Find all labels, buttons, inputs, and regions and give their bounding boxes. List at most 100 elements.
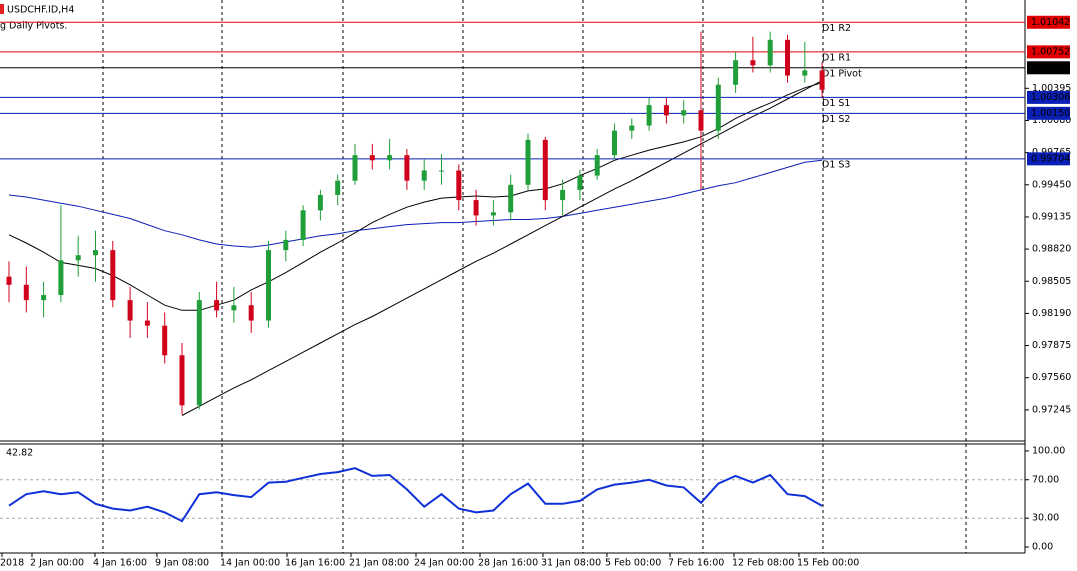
x-tick-label: 24 Jan 00:00 bbox=[414, 558, 474, 569]
y-tick-label: 1.00080 bbox=[1032, 115, 1071, 126]
price-tag bbox=[1027, 15, 1070, 29]
y-tick-label: 0.97560 bbox=[1032, 372, 1071, 383]
candle-body bbox=[144, 320, 150, 326]
line-series bbox=[8, 159, 823, 248]
candle-body bbox=[439, 170, 444, 172]
candle-body bbox=[421, 170, 427, 181]
x-tick-label: 15 Feb 00:00 bbox=[797, 558, 859, 569]
y-tick-label: 30.00 bbox=[1032, 513, 1059, 524]
price-tag bbox=[1027, 106, 1070, 120]
x-tick-label: 7 Feb 16:00 bbox=[668, 558, 724, 569]
pivot-label: D1 R2 bbox=[822, 23, 851, 34]
candle-body bbox=[733, 60, 739, 85]
x-tick-label: 4 Jan 16:00 bbox=[93, 558, 147, 569]
x-tick-label: 2018 bbox=[0, 558, 24, 569]
candle-body bbox=[214, 300, 220, 311]
y-tick-label: 0.98820 bbox=[1032, 244, 1071, 255]
candle-body bbox=[23, 284, 29, 301]
candle-body bbox=[646, 105, 652, 126]
y-tick-label: 0.00 bbox=[1032, 542, 1053, 553]
price-tag bbox=[1027, 90, 1070, 104]
price-tag-label: 1.00752 bbox=[1031, 46, 1070, 57]
candle-body bbox=[663, 105, 669, 116]
candle-body bbox=[369, 155, 375, 161]
pivot-label: D1 S3 bbox=[822, 159, 850, 170]
candle-body bbox=[577, 175, 583, 190]
candle-body bbox=[6, 276, 12, 285]
indicator-value: 42.82 bbox=[6, 448, 33, 459]
x-tick-label: 12 Feb 08:00 bbox=[732, 558, 794, 569]
candle-body bbox=[58, 260, 64, 296]
y-tick-label: 0.98505 bbox=[1032, 276, 1071, 287]
candle-body bbox=[162, 325, 168, 356]
candle-body bbox=[785, 39, 790, 76]
candle-body bbox=[179, 355, 185, 406]
candle-body bbox=[317, 194, 323, 211]
indicator-title: g Daily Pivots. bbox=[0, 21, 67, 32]
candle-body bbox=[508, 184, 514, 213]
candle-body bbox=[75, 255, 81, 261]
y-tick-label: 0.99450 bbox=[1032, 179, 1071, 190]
y-tick-label: 0.98190 bbox=[1032, 308, 1071, 319]
candle-body bbox=[41, 295, 47, 301]
y-tick-label: 0.99135 bbox=[1032, 211, 1071, 222]
candle-body bbox=[681, 110, 687, 116]
price-tag-label: 1.00306 bbox=[1031, 92, 1070, 103]
candle-body bbox=[802, 70, 808, 76]
candle-body bbox=[335, 180, 341, 195]
candle-body bbox=[473, 200, 479, 216]
chart-title: USDCHF.ID,H4 bbox=[7, 5, 74, 16]
candle-body bbox=[456, 170, 462, 201]
y-tick-label: 1.00395 bbox=[1032, 83, 1071, 94]
x-tick-label: 16 Jan 16:00 bbox=[285, 558, 345, 569]
price-tag-label: 0.99704 bbox=[1031, 153, 1070, 164]
candle-body bbox=[490, 212, 496, 216]
y-tick-label: 70.00 bbox=[1032, 474, 1059, 485]
candle-body bbox=[248, 305, 254, 321]
y-tick-label: 100.00 bbox=[1032, 445, 1065, 456]
x-tick-label: 5 Feb 00:00 bbox=[605, 558, 661, 569]
x-tick-label: 2 Jan 00:00 bbox=[30, 558, 84, 569]
x-tick-label: 31 Jan 08:00 bbox=[541, 558, 601, 569]
y-tick-label: 0.97875 bbox=[1032, 340, 1071, 351]
candle-body bbox=[715, 84, 721, 131]
candle-body bbox=[542, 139, 548, 201]
candle-body bbox=[266, 250, 271, 321]
candle-body bbox=[231, 305, 237, 311]
candle-body bbox=[612, 130, 617, 156]
candle-body bbox=[127, 300, 133, 321]
candle-body bbox=[110, 250, 116, 301]
price-tag bbox=[1027, 152, 1070, 166]
candle-body bbox=[750, 60, 756, 66]
candle-body bbox=[387, 155, 393, 161]
candle-body bbox=[352, 155, 358, 181]
pivot-label: D1 S2 bbox=[822, 114, 850, 125]
price-tag-label: 1.01042 bbox=[1031, 17, 1070, 28]
candle-body bbox=[767, 39, 773, 66]
pivot-label: D1 S1 bbox=[822, 98, 850, 109]
candle-body bbox=[196, 300, 202, 406]
candle-body bbox=[629, 125, 635, 131]
line-series bbox=[8, 82, 823, 311]
candle-body bbox=[594, 155, 600, 176]
candle-body bbox=[300, 210, 306, 240]
candle-body bbox=[560, 189, 566, 201]
y-tick-label: 0.97245 bbox=[1032, 404, 1071, 415]
pivot-label: D1 Pivot bbox=[822, 68, 862, 79]
price-tag bbox=[1027, 61, 1070, 75]
indicator-line bbox=[8, 467, 823, 523]
candle-body bbox=[698, 110, 704, 131]
x-tick-label: 21 Jan 08:00 bbox=[349, 558, 409, 569]
candle-body bbox=[404, 155, 410, 181]
candle-body bbox=[819, 70, 825, 90]
line-series bbox=[181, 80, 823, 416]
price-tag-label: 1.00596 bbox=[1031, 62, 1070, 73]
price-tag bbox=[1027, 45, 1070, 59]
pivot-label: D1 R1 bbox=[822, 52, 851, 63]
price-tag-label: 1.00150 bbox=[1031, 108, 1070, 119]
candle-body bbox=[525, 139, 531, 185]
candle-body bbox=[283, 239, 289, 251]
candle-body bbox=[93, 250, 98, 256]
